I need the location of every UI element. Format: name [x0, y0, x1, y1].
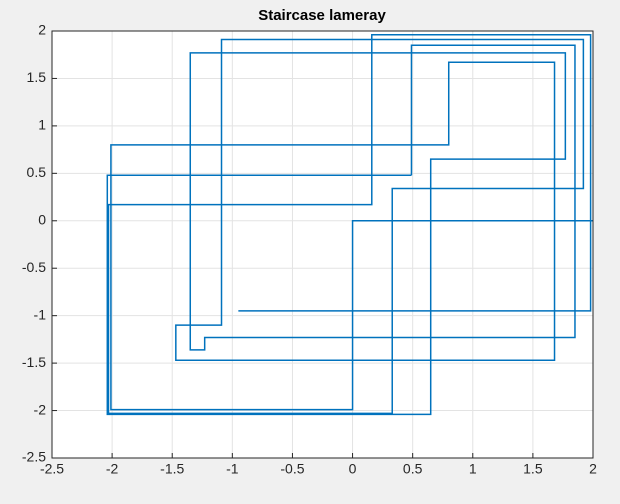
y-tick-label: -2	[34, 401, 47, 417]
y-tick-label: 1.5	[27, 69, 47, 85]
x-tick-label: -2	[106, 461, 119, 477]
y-tick-label: 0	[38, 211, 46, 227]
x-tick-label: -2.5	[40, 461, 64, 477]
x-tick-label: 0.5	[403, 461, 423, 477]
x-tick-label: 1	[469, 461, 477, 477]
x-tick-label: 0	[349, 461, 357, 477]
tick-labels: -2.5 -2 -1.5 -1 -0.5 0 0.5 1 1.5 2 -2.5 -2 -1.5 -1 -0.…	[22, 22, 597, 477]
y-tick-label: 0.5	[27, 164, 47, 180]
y-tick-label: 2	[38, 22, 46, 38]
y-tick-label: -0.5	[22, 259, 46, 275]
x-tick-label: -0.5	[280, 461, 304, 477]
series-group	[106, 34, 593, 416]
x-tick-label: -1.5	[160, 461, 184, 477]
x-tick-label: 2	[589, 461, 597, 477]
chart-title: Staircase lameray	[258, 7, 386, 24]
plot-area	[52, 31, 593, 458]
y-tick-label: 1	[38, 117, 46, 133]
axes-box	[51, 30, 594, 459]
y-tick-label: -1	[34, 306, 47, 322]
y-tick-label: -2.5	[22, 449, 46, 465]
x-tick-label: -1	[226, 461, 239, 477]
x-tick-label: 1.5	[523, 461, 543, 477]
series-line	[106, 34, 593, 416]
y-tick-label: -1.5	[22, 354, 46, 370]
